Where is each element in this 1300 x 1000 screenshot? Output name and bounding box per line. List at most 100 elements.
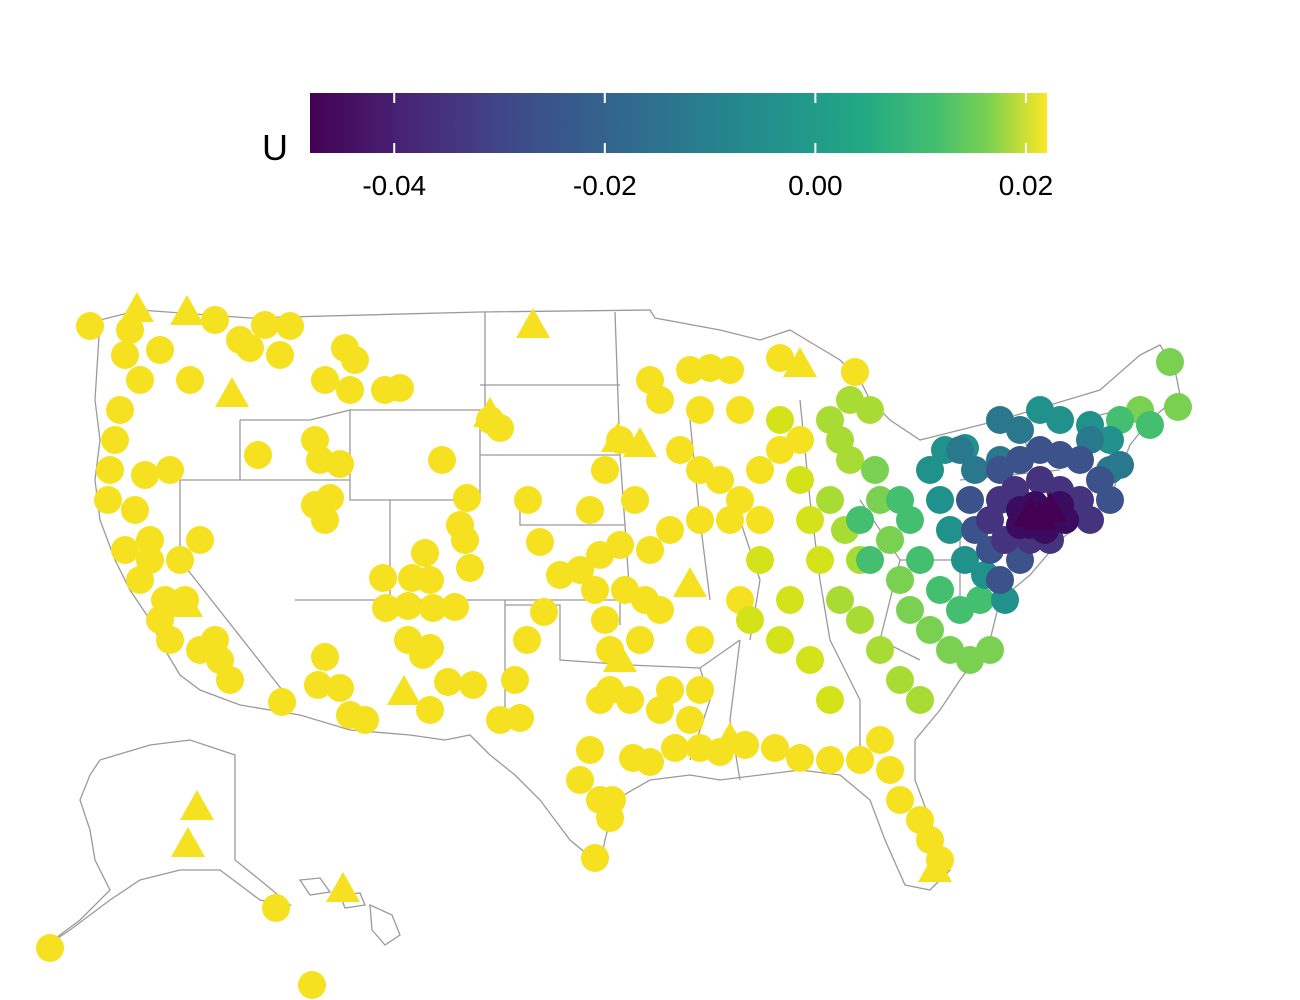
station-circle [956, 486, 984, 514]
colorbar-ticks: -0.04 -0.02 0.00 0.02 [362, 93, 1053, 201]
station-circle [726, 486, 754, 514]
station-circle [201, 306, 229, 334]
station-triangle [603, 642, 637, 672]
station-circle [766, 344, 794, 372]
station-circle [866, 636, 894, 664]
station-circle [111, 341, 139, 369]
colorbar-tick-label: 0.00 [788, 170, 843, 201]
station-circle [846, 746, 874, 774]
station-circle [513, 626, 541, 654]
station-triangle [326, 872, 360, 902]
station-circle [1106, 451, 1134, 479]
station-triangle [918, 852, 952, 882]
station-circle [76, 312, 104, 340]
station-circle [441, 593, 469, 621]
station-circle [236, 334, 264, 362]
station-markers [36, 292, 1192, 999]
station-circle [636, 748, 664, 776]
station-circle [816, 686, 844, 714]
station-circle [636, 536, 664, 564]
station-circle [156, 456, 184, 484]
station-circle [646, 696, 674, 724]
legend-title: U [262, 127, 288, 168]
station-circle [606, 531, 634, 559]
station-circle [304, 671, 332, 699]
station-circle [96, 456, 124, 484]
station-circle [906, 546, 934, 574]
station-circle [416, 696, 444, 724]
station-circle [131, 461, 159, 489]
station-circle [856, 396, 884, 424]
station-circle [411, 539, 439, 567]
station-circle [146, 336, 174, 364]
station-circle [598, 786, 626, 814]
station-circle [796, 506, 824, 534]
station-circle [646, 596, 674, 624]
color-legend: U -0.04 -0.02 0.00 0.02 [262, 93, 1053, 201]
station-circle [566, 556, 594, 584]
station-circle [451, 526, 479, 554]
colorbar-tick-label: -0.02 [573, 170, 637, 201]
station-circle [298, 971, 326, 999]
station-circle [686, 506, 714, 534]
station-circle [686, 676, 714, 704]
station-circle [576, 736, 604, 764]
station-triangle [180, 790, 214, 820]
station-circle [876, 756, 904, 784]
colorbar [310, 93, 1047, 153]
station-triangle [171, 827, 205, 857]
station-circle [886, 666, 914, 694]
station-circle [886, 786, 914, 814]
station-circle [766, 406, 794, 434]
station-circle [416, 566, 444, 594]
station-circle [311, 366, 339, 394]
station-circle [369, 564, 397, 592]
station-circle [726, 396, 754, 424]
station-circle [581, 576, 609, 604]
station-triangle [1033, 492, 1067, 522]
station-circle [866, 726, 894, 754]
station-circle [1046, 406, 1074, 434]
station-triangle [623, 427, 657, 457]
station-circle [276, 312, 304, 340]
station-circle [976, 636, 1004, 664]
station-circle [926, 486, 954, 514]
station-circle [591, 606, 619, 634]
station-circle [1006, 416, 1034, 444]
station-circle [686, 626, 714, 654]
station-circle [566, 766, 594, 794]
station-triangle [783, 347, 817, 377]
station-circle [526, 528, 554, 556]
station-circle [186, 526, 214, 554]
station-circle [916, 456, 944, 484]
station-circle [826, 586, 854, 614]
station-circle [126, 366, 154, 394]
station-circle [311, 643, 339, 671]
station-triangle [601, 422, 635, 452]
station-circle [1136, 411, 1164, 439]
station-circle [876, 526, 904, 554]
station-circle [251, 311, 279, 339]
station-circle [1076, 506, 1104, 534]
station-circle [326, 450, 354, 478]
station-circle [201, 626, 229, 654]
station-triangle [1013, 497, 1047, 527]
station-circle [841, 358, 869, 386]
station-circle [706, 466, 734, 494]
station-circle [856, 546, 884, 574]
station-circle [428, 446, 456, 474]
station-circle [530, 598, 558, 626]
station-circle [766, 626, 794, 654]
station-circle [676, 706, 704, 734]
station-circle [94, 486, 122, 514]
station-circle [776, 586, 804, 614]
station-circle [453, 484, 481, 512]
station-circle [846, 506, 874, 534]
station-circle [341, 346, 369, 374]
station-circle [514, 486, 542, 514]
station-circle [836, 446, 864, 474]
station-circle [1066, 446, 1094, 474]
station-circle [216, 666, 244, 694]
station-circle [116, 316, 144, 344]
station-circle [268, 688, 296, 716]
